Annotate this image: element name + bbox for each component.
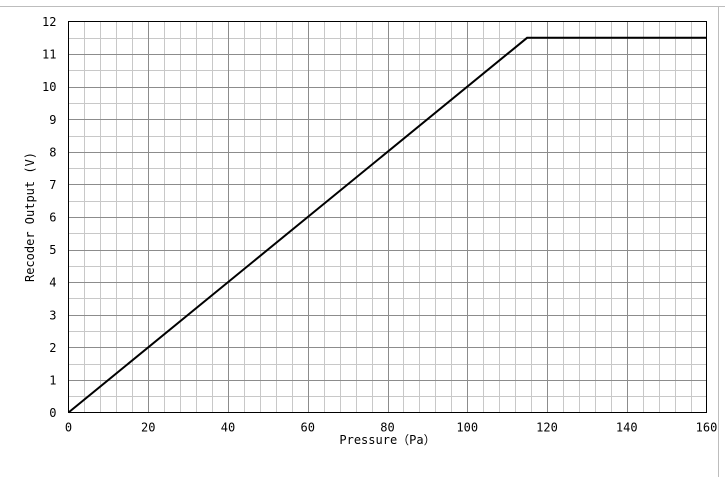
x-tick-label: 140 — [616, 421, 638, 435]
y-tick-label: 12 — [42, 15, 56, 29]
x-tick-label: 80 — [380, 421, 394, 435]
x-axis-tick-labels: 0 20 40 60 80 100 120 140 160 — [65, 421, 717, 435]
y-tick-label: 2 — [49, 341, 56, 355]
y-tick-label: 11 — [42, 48, 56, 62]
y-tick-label: 4 — [49, 276, 56, 290]
y-tick-label: 6 — [49, 211, 56, 225]
x-axis-title: Pressure（Pa） — [339, 433, 435, 447]
y-tick-label: 5 — [49, 243, 56, 257]
x-tick-label: 40 — [221, 421, 235, 435]
x-tick-label: 160 — [696, 421, 718, 435]
x-tick-label: 0 — [65, 421, 72, 435]
y-tick-label: 8 — [49, 145, 56, 159]
y-axis-title: Recoder Output (V) — [23, 152, 37, 282]
plot-area-border — [68, 21, 707, 413]
y-tick-label: 9 — [49, 113, 56, 127]
x-tick-label: 20 — [141, 421, 155, 435]
y-tick-label: 1 — [49, 373, 56, 387]
x-tick-label: 100 — [456, 421, 478, 435]
y-tick-label: 0 — [49, 406, 56, 420]
y-tick-label: 7 — [49, 178, 56, 192]
y-tick-label: 10 — [42, 80, 56, 94]
series-layer — [67, 36, 707, 414]
series-line — [67, 36, 707, 414]
x-tick-label: 60 — [301, 421, 315, 435]
y-tick-label: 3 — [49, 308, 56, 322]
x-tick-label: 120 — [536, 421, 558, 435]
